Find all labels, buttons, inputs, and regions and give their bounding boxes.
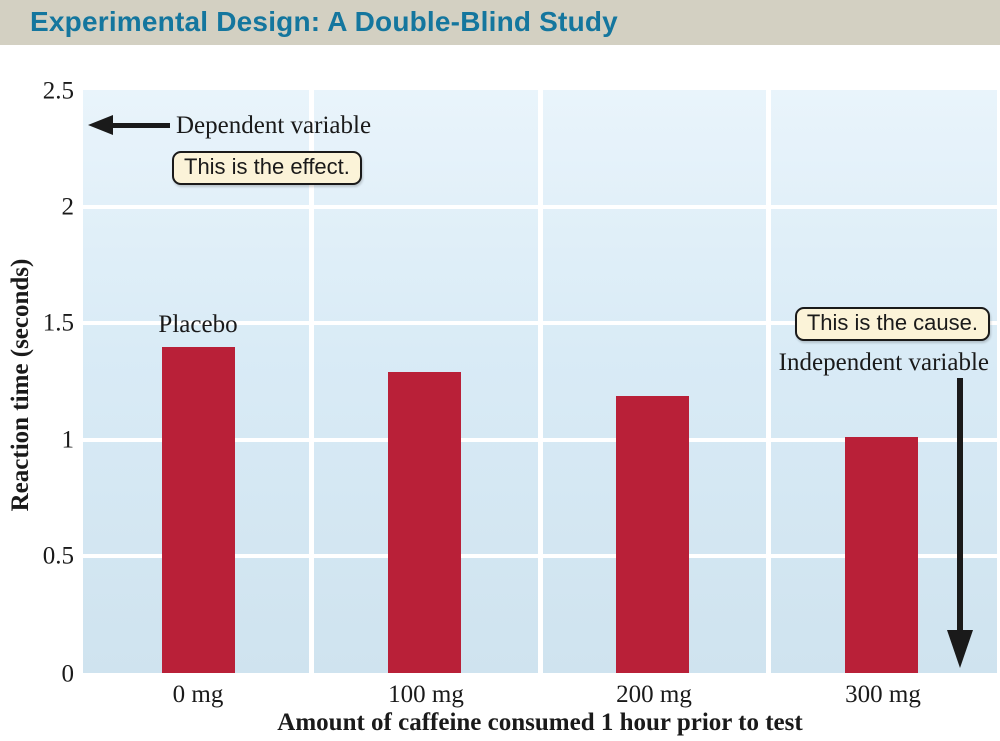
x-tick-200mg: 200 mg xyxy=(616,681,692,708)
gridline-vertical-3 xyxy=(766,90,771,673)
figure-title: Experimental Design: A Double-Blind Stud… xyxy=(30,6,618,37)
y-tick-1: 1 xyxy=(61,426,75,454)
bar-300mg xyxy=(845,437,918,673)
x-axis-title: Amount of caffeine consumed 1 hour prior… xyxy=(277,709,803,736)
y-tick-2: 2 xyxy=(61,193,75,221)
x-tick-100mg: 100 mg xyxy=(388,681,464,708)
independent-variable-arrow-icon xyxy=(947,378,973,668)
bar-100mg xyxy=(388,372,461,673)
arrow-left-shaft xyxy=(113,122,170,128)
dependent-variable-arrow-icon xyxy=(88,115,170,135)
placebo-label: Placebo xyxy=(158,311,238,338)
y-tick-0: 0 xyxy=(61,660,75,688)
x-tick-0mg: 0 mg xyxy=(172,681,224,708)
figure-header: Experimental Design: A Double-Blind Stud… xyxy=(0,0,1000,45)
plot-area xyxy=(83,90,997,673)
y-tick-1-5: 1.5 xyxy=(42,309,74,337)
arrow-down-head-icon xyxy=(947,630,973,668)
x-tick-300mg: 300 mg xyxy=(845,681,921,708)
cause-callout: This is the cause. xyxy=(794,307,990,341)
effect-callout: This is the effect. xyxy=(172,151,362,185)
arrow-left-head-icon xyxy=(88,115,113,135)
y-tick-0-5: 0.5 xyxy=(42,542,74,570)
dependent-variable-label: Dependent variable xyxy=(176,112,372,139)
bar-0mg xyxy=(162,346,235,673)
y-tick-2-5: 2.5 xyxy=(42,77,74,105)
arrow-down-shaft xyxy=(957,378,963,630)
gridline-vertical-2 xyxy=(537,90,543,673)
bar-200mg xyxy=(616,395,689,673)
y-axis-title: Reaction time (seconds) xyxy=(7,258,34,512)
independent-variable-label: Independent variable xyxy=(778,349,989,376)
gridline-vertical-1 xyxy=(309,90,314,673)
